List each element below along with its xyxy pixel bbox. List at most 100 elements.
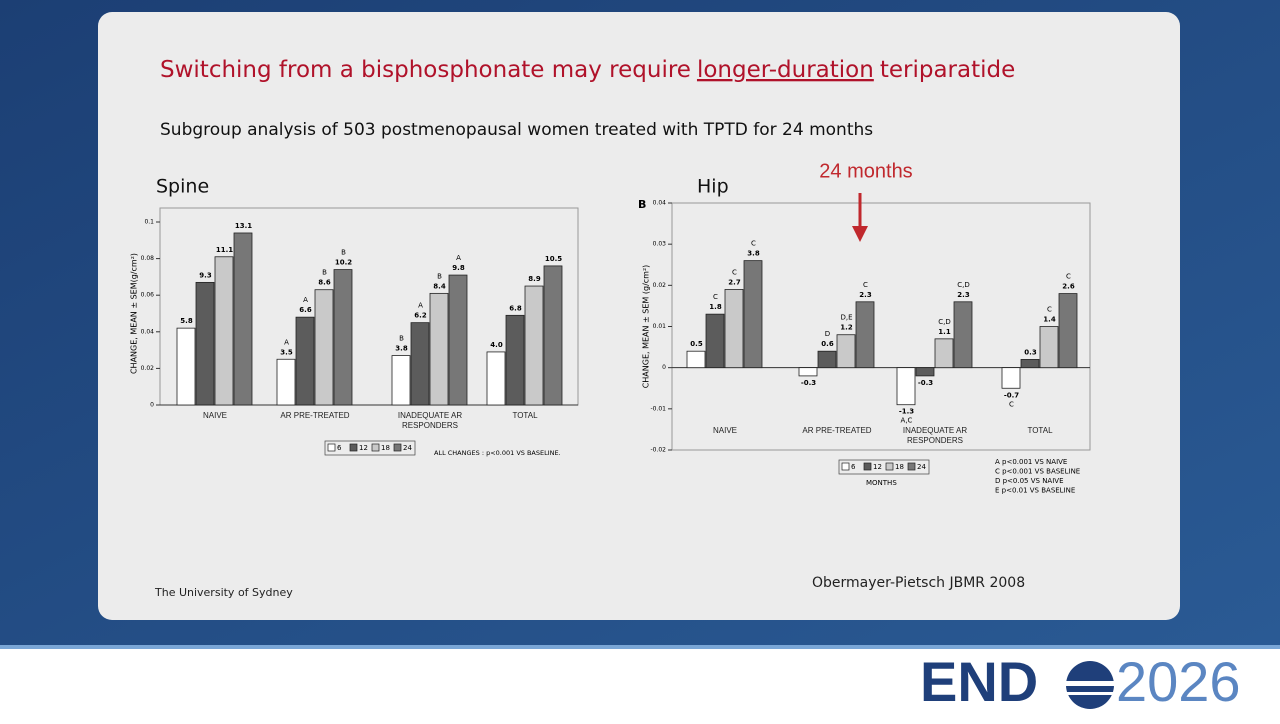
bar	[896, 367, 916, 406]
significance-label: C	[1066, 273, 1071, 281]
bar	[195, 281, 215, 406]
significance-label: C,D	[938, 318, 951, 326]
legend-swatch	[393, 443, 402, 452]
percent-label: -0.3	[918, 379, 933, 387]
percent-label: 2.3	[859, 291, 872, 299]
y-tick-label: 0.08	[141, 255, 155, 262]
y-tick-label: 0.04	[141, 328, 155, 335]
y-tick-label: 0	[150, 402, 154, 409]
bar	[836, 334, 856, 369]
percent-label: 3.5	[280, 348, 293, 356]
footnote: E p<0.01 VS BASELINE	[995, 487, 1075, 495]
bar	[705, 313, 725, 369]
significance-label: C	[1047, 306, 1052, 314]
annotation-arrowhead	[852, 226, 868, 242]
chart-heading: Spine	[156, 176, 209, 198]
legend-swatch	[327, 443, 336, 452]
title-part: teriparatide	[880, 57, 1015, 83]
significance-label: C	[863, 281, 868, 289]
category-label: INADEQUATE AR RESPONDERS	[397, 411, 463, 430]
footnote: D p<0.05 VS NAIVE	[995, 477, 1064, 485]
bar	[410, 322, 430, 406]
legend-label: 24	[403, 444, 412, 452]
percent-label: 10.2	[335, 259, 352, 267]
bar	[486, 351, 506, 406]
bar	[505, 314, 525, 406]
percent-label: 11.1	[216, 246, 233, 254]
percent-label: 0.6	[821, 340, 834, 348]
chart-heading: Hip	[697, 176, 729, 198]
bar	[855, 301, 875, 369]
percent-label: 10.5	[545, 255, 562, 263]
percent-label: 2.3	[957, 291, 970, 299]
category-label: INADEQUATE AR RESPONDERS	[903, 426, 967, 445]
y-tick-label: 0.06	[141, 292, 155, 299]
percent-label: -1.3	[899, 408, 914, 416]
logo-globe	[1066, 661, 1114, 709]
logo-left: END	[920, 650, 1038, 713]
significance-label: B	[399, 335, 404, 343]
y-tick-label: 0.02	[141, 365, 155, 372]
percent-label: 13.1	[235, 222, 252, 230]
significance-label: B	[322, 269, 327, 277]
slide-title: Switching from a bisphosphonate may requ…	[160, 57, 1015, 83]
percent-label: 9.3	[199, 271, 212, 279]
annotation: 24 months	[819, 160, 912, 182]
percent-label: 2.7	[728, 278, 741, 286]
x-tick-label: AR PRE-TREATED	[802, 426, 872, 435]
category-label: TOTAL	[512, 411, 537, 420]
significance-label: A	[303, 296, 308, 304]
significance-label: C	[713, 293, 718, 301]
legend-swatch	[841, 462, 850, 471]
category-label: NAIVE	[203, 411, 227, 420]
significance-label: C,D	[957, 281, 970, 289]
y-tick-label: -0.01	[650, 405, 666, 412]
category-label: TOTAL	[1027, 426, 1053, 435]
citation: Obermayer-Pietsch JBMR 2008	[812, 575, 1025, 591]
percent-label: 2.6	[1062, 283, 1075, 291]
y-tick-label: 0.02	[653, 282, 667, 289]
bar	[448, 274, 468, 406]
footer-line	[0, 645, 1280, 649]
y-tick-label: -0.02	[650, 447, 666, 454]
y-tick-label: 0.04	[653, 200, 667, 207]
legend-label: 6	[337, 444, 342, 452]
significance-label: C	[1009, 400, 1014, 408]
logo-right: 2026	[1116, 650, 1241, 713]
legend-box	[838, 459, 930, 475]
category-label: NAIVE	[712, 426, 737, 435]
legend-label: 24	[917, 463, 926, 471]
legend-label: 18	[895, 463, 904, 471]
percent-label: 0.5	[690, 340, 703, 348]
bar	[1001, 367, 1021, 389]
legend-label: 6	[851, 463, 856, 471]
bar	[295, 316, 315, 406]
significance-label: A,C	[901, 417, 913, 425]
bar	[798, 367, 818, 377]
x-tick-label: NAIVE	[712, 426, 737, 435]
x-tick-label: INADEQUATE AR RESPONDERS	[397, 411, 463, 430]
significance-label: B	[437, 272, 442, 280]
bar	[314, 289, 334, 406]
percent-label: 6.8	[509, 304, 522, 312]
legend-box	[324, 440, 416, 456]
y-tick-label: 0.01	[653, 323, 667, 330]
bar	[817, 350, 837, 369]
category-label: AR PRE-TREATED	[802, 426, 872, 435]
chart-note: ALL CHANGES : p<0.001 VS BASELINE.	[434, 449, 561, 457]
title-part: Switching from a bisphosphonate may requ…	[160, 57, 691, 83]
significance-label: D,E	[840, 314, 852, 322]
percent-label: 1.8	[709, 303, 722, 311]
bar	[915, 367, 935, 377]
y-tick-label: 0.1	[144, 219, 154, 226]
legend-label: 18	[381, 444, 390, 452]
x-tick-label: TOTAL	[1027, 426, 1053, 435]
significance-label: C	[751, 240, 756, 248]
percent-label: 8.6	[318, 279, 331, 287]
bar	[1020, 359, 1040, 369]
bar	[429, 292, 449, 406]
legend-label: 12	[873, 463, 882, 471]
significance-label: B	[341, 249, 346, 257]
legend-title: MONTHS	[866, 479, 897, 487]
x-tick-label: AR PRE-TREATED	[280, 411, 350, 420]
